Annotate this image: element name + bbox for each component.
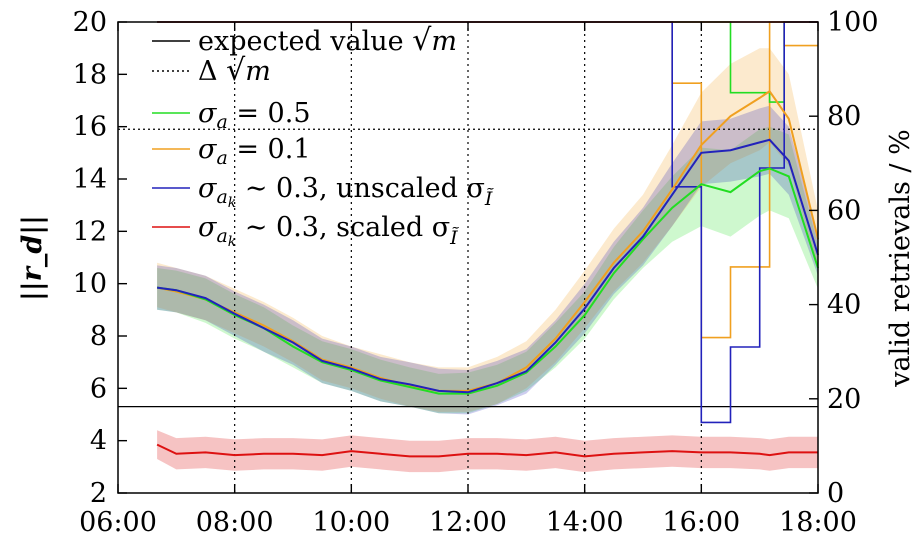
legend-label-expected: expected value √m [198, 23, 457, 58]
legend-text-part: ∼ 0.3, scaled σ [236, 212, 450, 243]
legend-text-part: √ [226, 53, 246, 88]
legend-text-part: Δ [198, 56, 226, 87]
y-right-tick-label-0: 0 [827, 478, 844, 509]
y-right-tick-label-20: 20 [827, 384, 861, 415]
axis-labels: ||r_d|| valid retrievals / % [17, 129, 916, 388]
legend-text-part: √ [412, 23, 432, 58]
legend-label-red: σak ∼ 0.3, scaled σĨ​ [198, 212, 459, 250]
x-tick-label-14:00: 14:00 [546, 507, 624, 538]
y-right-tick-label-80: 80 [827, 101, 861, 132]
y-right-tick-label-40: 40 [827, 290, 861, 321]
legend-text-part: Ĩ [484, 188, 494, 210]
legend-text-part: expected value [198, 26, 412, 57]
legend-text-part: a [216, 225, 227, 247]
legend-text-part: a [216, 111, 227, 133]
legend-text-part: σ [198, 98, 218, 129]
y-left-tick-label-2: 2 [90, 478, 107, 509]
x-axis-ticks: 06:00 08:00 10:00 12:00 14:00 16:00 18:00 [79, 22, 857, 538]
legend-text-part: ∼ 0.3, unscaled σ [236, 173, 485, 204]
red-series-line [156, 443, 818, 458]
legend-text-part: σ [198, 134, 218, 165]
y-left-tick-label-10: 10 [73, 269, 107, 300]
legend-text-part: σ [198, 173, 218, 204]
legend-text-part: Ĩ [449, 227, 459, 249]
y-left-tick-label-12: 12 [73, 216, 107, 247]
legend-text-part: a [216, 186, 227, 208]
y-left-tick-label-14: 14 [73, 164, 107, 195]
legend-label-delta: Δ √m [198, 53, 271, 88]
legend-text-part: a [216, 147, 227, 169]
y-right-axis-ticks: 0 20 40 60 80 100 [809, 7, 879, 509]
series-lines [156, 89, 819, 458]
y-left-axis-label: ||r_d|| [17, 215, 48, 301]
y-left-tick-label-20: 20 [73, 7, 107, 38]
y-left-tick-label-18: 18 [73, 59, 107, 90]
x-tick-label-16:00: 16:00 [662, 507, 740, 538]
legend-text-part: = 0.5 [228, 98, 311, 129]
x-tick-label-08:00: 08:00 [196, 507, 274, 538]
y-left-tick-label-4: 4 [90, 426, 107, 457]
y-left-tick-label-6: 6 [90, 373, 107, 404]
legend-text-part: k [228, 195, 236, 211]
blue-series-line [156, 138, 819, 394]
orange-confidence-band [157, 48, 819, 412]
y-left-axis-ticks: 2 4 6 8 10 12 14 16 18 20 [73, 7, 127, 509]
y-right-tick-label-100: 100 [827, 7, 879, 38]
red-confidence-band [157, 430, 819, 473]
x-tick-label-18:00: 18:00 [779, 507, 857, 538]
legend-text-part: m [245, 56, 271, 87]
blue-confidence-band [157, 105, 819, 415]
x-tick-label-06:00: 06:00 [79, 507, 157, 538]
y-left-tick-label-16: 16 [73, 112, 107, 143]
legend-label-green: σa = 0.5 [198, 98, 311, 133]
legend-text-part: m [431, 26, 457, 57]
confidence-bands [157, 48, 819, 473]
x-tick-label-10:00: 10:00 [312, 507, 390, 538]
y-left-tick-label-8: 8 [90, 321, 107, 352]
legend: expected value √mΔ √mσa = 0.5σa = 0.1σak… [152, 23, 494, 250]
green-confidence-band [157, 126, 819, 414]
legend-text-part: σ [198, 212, 218, 243]
legend-text-part: = 0.1 [228, 134, 311, 165]
legend-text-part: k [228, 234, 236, 250]
x-tick-label-12:00: 12:00 [429, 507, 507, 538]
legend-label-blue: σak ∼ 0.3, unscaled σĨ​ [198, 173, 494, 211]
legend-label-orange: σa = 0.1 [198, 134, 311, 169]
y-right-axis-label: valid retrievals / % [885, 129, 916, 388]
y-right-tick-label-60: 60 [827, 195, 861, 226]
